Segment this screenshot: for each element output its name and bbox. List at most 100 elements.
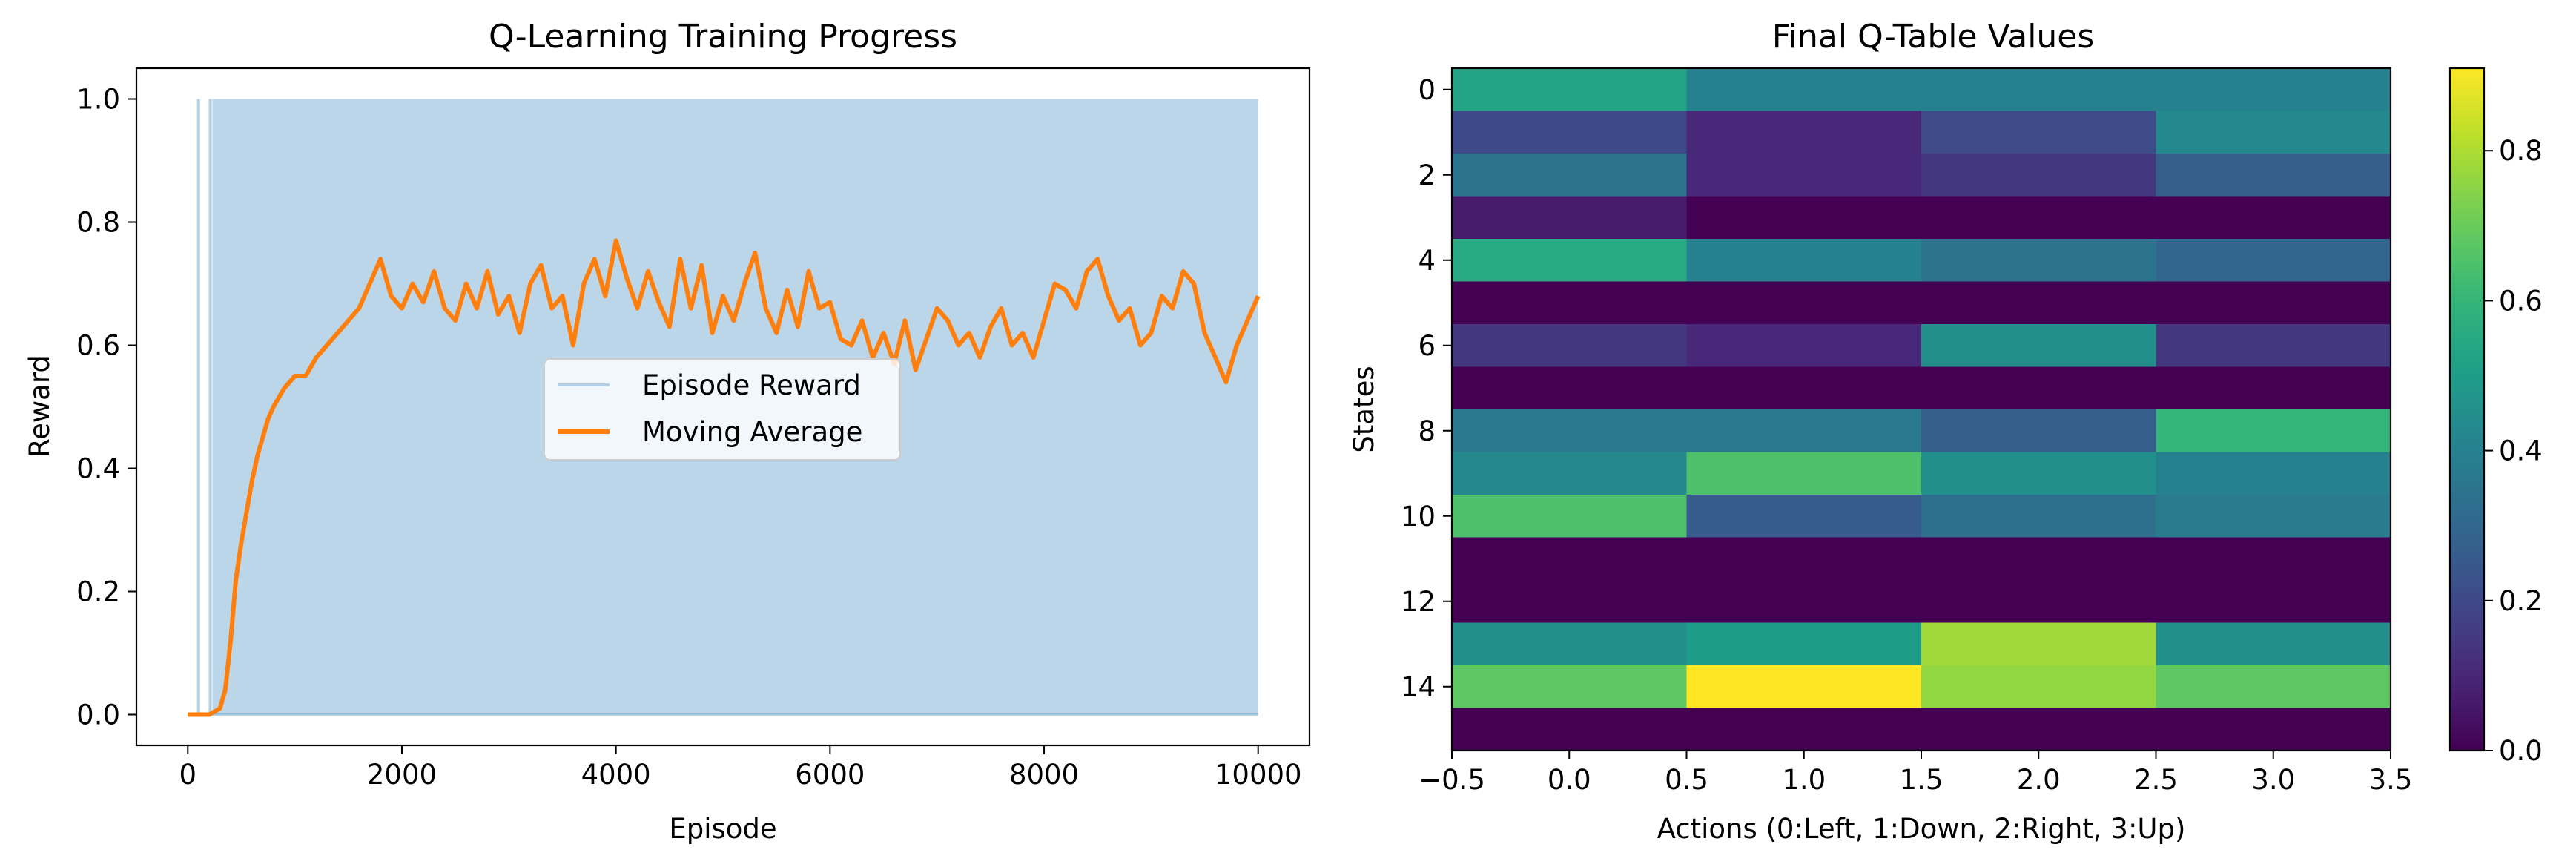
heatmap-cell (1686, 537, 1922, 581)
y-tick-label: 0 (1418, 74, 1436, 106)
y-tick-label: 0.4 (76, 453, 120, 485)
heatmap-cell (1921, 281, 2157, 325)
heatmap-cell (1452, 154, 1688, 197)
heatmap-y-label: States (1348, 366, 1380, 452)
heatmap-cell (2156, 239, 2391, 283)
heatmap-cell (1921, 324, 2157, 368)
y-tick-label: 10 (1401, 501, 1436, 533)
heatmap-cell (1452, 239, 1688, 283)
colorbar: 0.0 0.2 0.4 0.6 0.8 (2448, 67, 2543, 767)
x-tick-label: 4000 (581, 759, 651, 791)
heatmap-cell (2156, 665, 2391, 709)
heatmap-cell (1921, 495, 2157, 538)
heatmap-cell (1921, 665, 2157, 709)
heatmap-cell (2156, 495, 2391, 538)
heatmap-cell (1686, 708, 1922, 751)
heatmap-cell (1921, 111, 2157, 154)
heatmap-cell (1686, 196, 1922, 240)
heatmap-cell (2156, 452, 2391, 495)
heatmap-cell (1686, 111, 1922, 154)
heatmap-cell (1921, 452, 2157, 495)
heatmap-cell (1921, 239, 2157, 283)
colorbar-axis: 0.0 0.2 0.4 0.6 0.8 (2484, 135, 2543, 767)
heatmap-cell (1452, 281, 1688, 325)
heatmap-cell (2156, 366, 2391, 410)
heatmap-cell (2156, 68, 2391, 112)
x-tick-label: 0.5 (1665, 764, 1708, 796)
line-chart-panel: Q-Learning Training Progress 0 2000 4000 60… (24, 18, 1311, 845)
x-tick-label: 1.5 (1900, 764, 1943, 796)
heatmap-cell (1921, 622, 2157, 666)
moving-average-line (188, 238, 1261, 717)
colorbar-tick-label: 0.8 (2499, 135, 2543, 167)
x-tick-label: 2000 (367, 759, 437, 791)
x-tick-label: 1.0 (1782, 764, 1826, 796)
heatmap-cell (1452, 409, 1688, 453)
y-tick-label: 2 (1418, 159, 1436, 191)
heatmap-cell (1921, 154, 2157, 197)
heatmap-cell (2156, 537, 2391, 581)
heatmap-cell (1686, 239, 1922, 283)
y-tick-label: 14 (1401, 671, 1436, 703)
line-chart-frame (135, 67, 1311, 747)
heatmap-cell (1452, 708, 1688, 751)
heatmap-cell (1921, 708, 2157, 751)
heatmap-cell (2156, 154, 2391, 197)
x-tick-label: 2.0 (2017, 764, 2061, 796)
x-tick-label: 6000 (795, 759, 865, 791)
heatmap-cell (1686, 281, 1922, 325)
heatmap-panel: Final Q-Table Values −0.5 0.0 0.5 1.0 1.5 2.0… (1348, 18, 2543, 845)
heatmap-cell (1452, 665, 1688, 709)
y-tick-label: 6 (1418, 330, 1436, 362)
heatmap-cell (1921, 196, 2157, 240)
legend-label-moving-average: Moving Average (642, 416, 862, 448)
heatmap-cell (1686, 324, 1922, 368)
x-tick-label: 8000 (1009, 759, 1079, 791)
heatmap-x-axis: −0.5 0.0 0.5 1.0 1.5 2.0 2.5 3.0 3.5 (1419, 751, 2412, 796)
heatmap-cell (1452, 622, 1688, 666)
heatmap-cell (1921, 537, 2157, 581)
heatmap-cell (1921, 68, 2157, 112)
heatmap-cell (1686, 154, 1922, 197)
y-tick-label: 8 (1418, 415, 1436, 447)
heatmap-cell (1921, 366, 2157, 410)
heatmap-cell (1686, 622, 1922, 666)
colorbar-tick-label: 0.0 (2499, 735, 2543, 767)
heatmap-cell (1452, 324, 1688, 368)
heatmap-cell (1452, 452, 1688, 495)
x-tick-label: 3.5 (2369, 764, 2413, 796)
y-tick-label: 4 (1418, 245, 1436, 277)
colorbar-tick-label: 0.4 (2499, 435, 2543, 467)
y-tick-label: 12 (1401, 586, 1436, 618)
colorbar-gradient (2450, 68, 2484, 751)
x-tick-label: 0 (179, 759, 197, 791)
x-tick-label: −0.5 (1419, 764, 1485, 796)
line-chart-legend: Episode Reward Moving Average (544, 358, 901, 461)
heatmap-cell (2156, 409, 2391, 453)
heatmap-cell (1686, 665, 1922, 709)
heatmap-cell (1452, 495, 1688, 538)
heatmap-cell (1452, 580, 1688, 624)
colorbar-tick-label: 0.6 (2499, 285, 2543, 317)
heatmap-cell (1686, 366, 1922, 410)
y-tick-label: 0.0 (76, 699, 120, 731)
heatmap-cell (1921, 580, 2157, 624)
heatmap-cell (1686, 452, 1922, 495)
heatmap-cell (1921, 409, 2157, 453)
y-tick-label: 0.6 (76, 330, 120, 362)
heatmap-cell (1452, 111, 1688, 154)
heatmap-cell (1452, 537, 1688, 581)
heatmap-cell (1452, 196, 1688, 240)
heatmap-cell (2156, 111, 2391, 154)
line-chart-y-label: Reward (24, 355, 56, 458)
legend-label-episode-reward: Episode Reward (642, 369, 861, 401)
heatmap-cells (1452, 68, 2391, 751)
heatmap-cell (1686, 580, 1922, 624)
heatmap-cell (2156, 196, 2391, 240)
heatmap-cell (1686, 495, 1922, 538)
heatmap-cell (1686, 409, 1922, 453)
line-chart-x-axis: 0 2000 4000 6000 8000 10000 (179, 745, 1302, 791)
line-chart-x-label: Episode (669, 813, 776, 845)
y-tick-label: 0.8 (76, 207, 120, 239)
